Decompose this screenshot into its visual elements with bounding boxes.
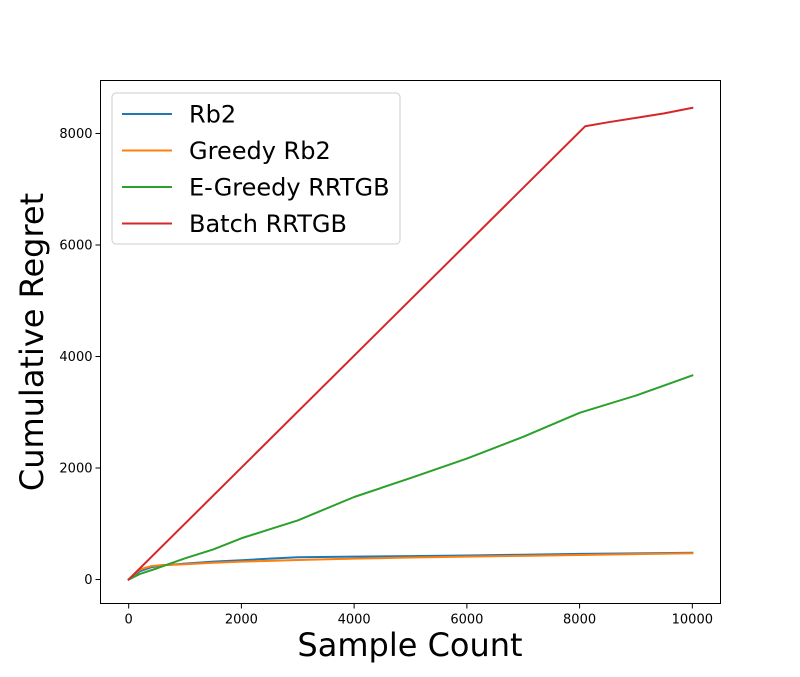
legend: Rb2 Greedy Rb2 E-Greedy RRTGB Batch RRTGB — [111, 92, 401, 245]
x-tick-label: 2000 — [225, 613, 258, 628]
x-axis-title: Sample Count — [297, 626, 522, 664]
legend-label: E-Greedy RRTGB — [189, 174, 390, 202]
legend-label: Greedy Rb2 — [189, 137, 331, 165]
x-tick-label: 10000 — [672, 613, 713, 628]
x-tick-label: 4000 — [338, 613, 371, 628]
x-tick-label: 8000 — [563, 613, 596, 628]
y-tick-label: 6000 — [59, 238, 92, 253]
legend-label: Batch RRTGB — [189, 210, 347, 238]
series-line-1 — [127, 552, 694, 581]
y-tick-label: 4000 — [59, 350, 92, 365]
legend-box — [111, 92, 401, 245]
y-axis-title: Cumulative Regret — [13, 193, 51, 491]
ticks-layer: 0 2000 4000 6000 8000 10000 0 2000 4000 6000 8000 — [59, 127, 713, 628]
y-tick-label: 2000 — [59, 462, 92, 477]
series-line-3 — [127, 106, 694, 581]
y-tick-label: 0 — [84, 573, 92, 588]
x-tick-label: 6000 — [450, 613, 483, 628]
x-tick-label: 0 — [125, 613, 133, 628]
series-layer — [127, 106, 694, 581]
legend-label: Rb2 — [189, 101, 236, 129]
plot-frame — [100, 80, 721, 604]
y-tick-label: 8000 — [59, 127, 92, 142]
series-line-2 — [127, 374, 694, 581]
